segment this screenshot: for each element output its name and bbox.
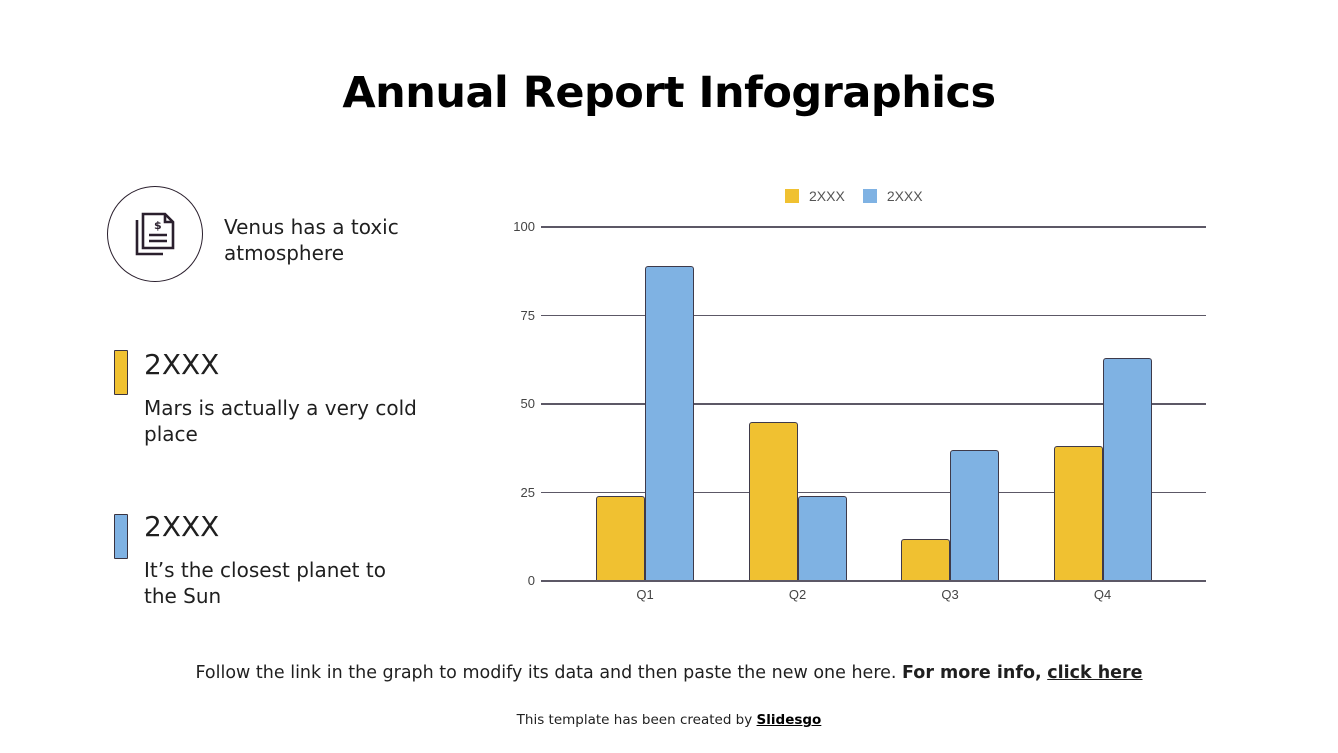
credit-text: This template has been created by	[516, 712, 753, 728]
series2-label: 2XXX	[144, 510, 220, 543]
footer-note-bold: For more info,	[902, 663, 1042, 683]
bar-q3-series1[interactable]	[901, 538, 950, 581]
x-axis-baseline	[541, 580, 1206, 582]
y-tick-label: 50	[520, 396, 535, 411]
series1-swatch	[114, 350, 128, 395]
bar-chart[interactable]: 2XXX 2XXX 0 25 50 75 100 Q1 Q2 Q3 Q4	[490, 180, 1230, 610]
footer-note-text: Follow the link in the graph to modify i…	[195, 663, 897, 683]
footer-note: Follow the link in the graph to modify i…	[0, 663, 1338, 683]
x-tick-label: Q2	[788, 587, 807, 602]
credit-line: This template has been created by Slides…	[0, 712, 1338, 728]
svg-text:$: $	[154, 219, 162, 232]
bar-q1-series1[interactable]	[596, 496, 645, 581]
legend-label-series1: 2XXX	[809, 188, 845, 204]
legend-label-series2: 2XXX	[886, 188, 923, 204]
slidesgo-link[interactable]: Slidesgo	[756, 712, 822, 728]
document-dollar-icon: $	[107, 186, 203, 282]
bar-q4-series1[interactable]	[1053, 446, 1103, 581]
bar-q2-series2[interactable]	[797, 496, 847, 581]
x-tick-label: Q4	[1093, 587, 1112, 602]
gridline-75	[541, 314, 1206, 317]
bar-q1-series2[interactable]	[645, 265, 694, 581]
gridline-25	[541, 491, 1206, 494]
chart-legend: 2XXX 2XXX	[785, 188, 923, 204]
legend-swatch-series2	[862, 189, 877, 203]
x-tick-label: Q1	[636, 587, 654, 602]
series2-description: It’s the closest planet to the Sun	[144, 558, 386, 608]
x-tick-label: Q3	[941, 587, 959, 602]
series1-label: 2XXX	[144, 348, 220, 381]
bar-q4-series2[interactable]	[1102, 357, 1152, 581]
gridline-50	[541, 403, 1206, 405]
y-tick-label: 25	[520, 484, 535, 500]
y-tick-label: 0	[527, 573, 535, 588]
series2-swatch	[114, 514, 128, 559]
page-title: Annual Report Infographics	[342, 68, 996, 118]
bar-q3-series2[interactable]	[950, 450, 999, 581]
chart-legend-item-series1: 2XXX	[785, 188, 845, 204]
chart-legend-item-series2: 2XXX	[862, 188, 923, 204]
y-tick-label: 100	[513, 219, 535, 234]
intro-text: Venus has a toxic atmosphere	[224, 215, 399, 265]
click-here-link[interactable]: click here	[1047, 663, 1143, 683]
legend-swatch-series1	[785, 189, 799, 203]
series1-description: Mars is actually a very cold place	[144, 396, 417, 446]
y-tick-label: 75	[520, 307, 535, 323]
gridline-100	[541, 226, 1206, 228]
bar-q2-series1[interactable]	[748, 421, 798, 581]
